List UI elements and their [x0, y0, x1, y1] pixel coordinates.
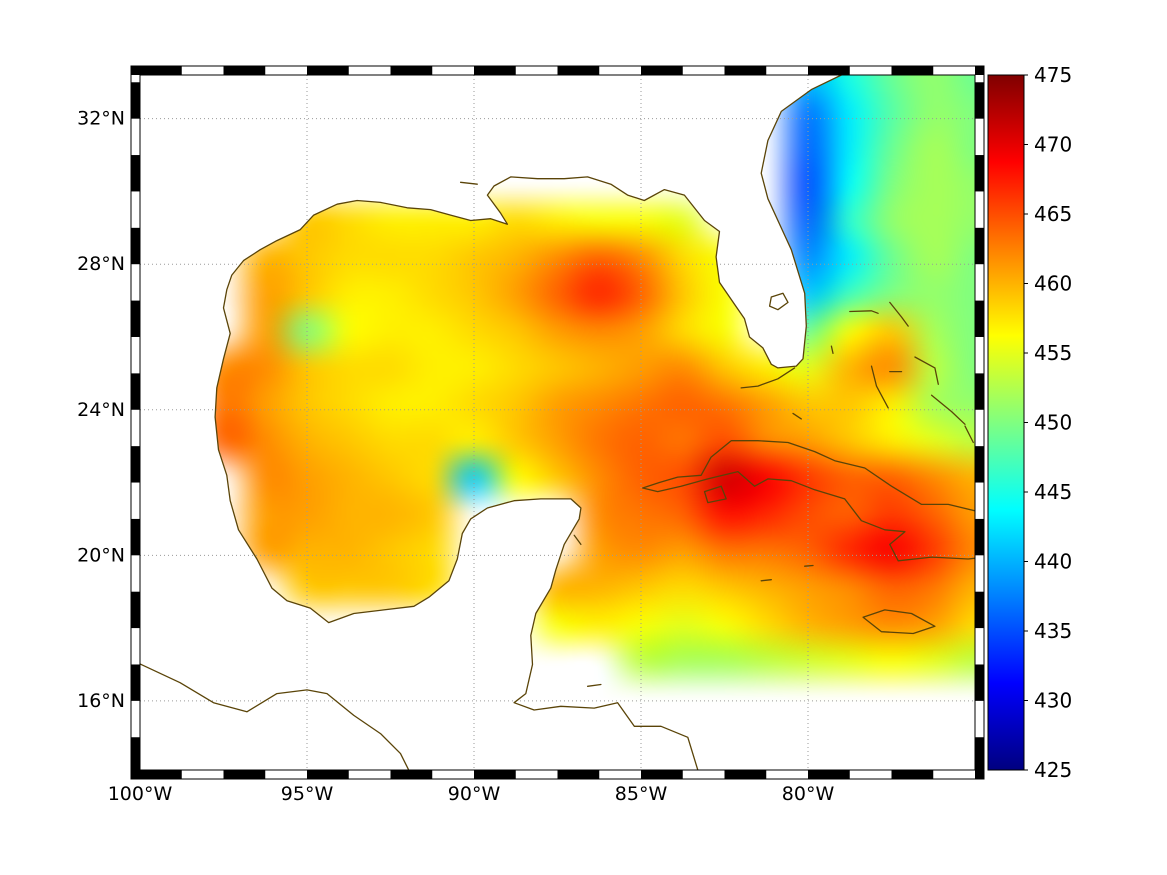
colorbar-tick-label: 465 — [1034, 202, 1072, 226]
coastlines — [140, 75, 975, 770]
x-tick-label: 90°W — [448, 783, 501, 805]
x-tick-label: 95°W — [281, 783, 334, 805]
y-tick-label: 32°N — [77, 108, 125, 130]
y-tick-label: 16°N — [77, 690, 125, 712]
colorbar-tick-label: 450 — [1034, 411, 1072, 435]
colorbar-tick-label: 425 — [1034, 758, 1072, 782]
y-tick-label: 28°N — [77, 253, 125, 275]
map-frame — [130, 65, 985, 780]
colorbar-tick-label: 440 — [1034, 550, 1072, 574]
colorbar-tick-label: 430 — [1034, 689, 1072, 713]
axis-tick-labels: 100°W 95°W 90°W 85°W 80°W 32°N 28°N 24°N 20°N 16°… — [77, 108, 834, 805]
colorbar: 425 430 435 440 445 450 455 460 465 470 475 — [987, 63, 1072, 782]
colorbar-tick-label: 435 — [1034, 619, 1072, 643]
x-tick-label: 80°W — [782, 783, 835, 805]
x-tick-label: 100°W — [108, 783, 173, 805]
colorbar-tick-label: 455 — [1034, 341, 1072, 365]
colorbar-gradient — [987, 74, 1025, 771]
x-tick-label: 85°W — [615, 783, 668, 805]
colorbar-tick-label: 470 — [1034, 133, 1072, 157]
y-tick-label: 24°N — [77, 399, 125, 421]
colorbar-tick-label: 445 — [1034, 480, 1072, 504]
land-mask — [140, 75, 842, 770]
colorbar-tick-label: 460 — [1034, 272, 1072, 296]
y-tick-label: 20°N — [77, 544, 125, 566]
colorbar-tick-label: 475 — [1034, 63, 1072, 87]
